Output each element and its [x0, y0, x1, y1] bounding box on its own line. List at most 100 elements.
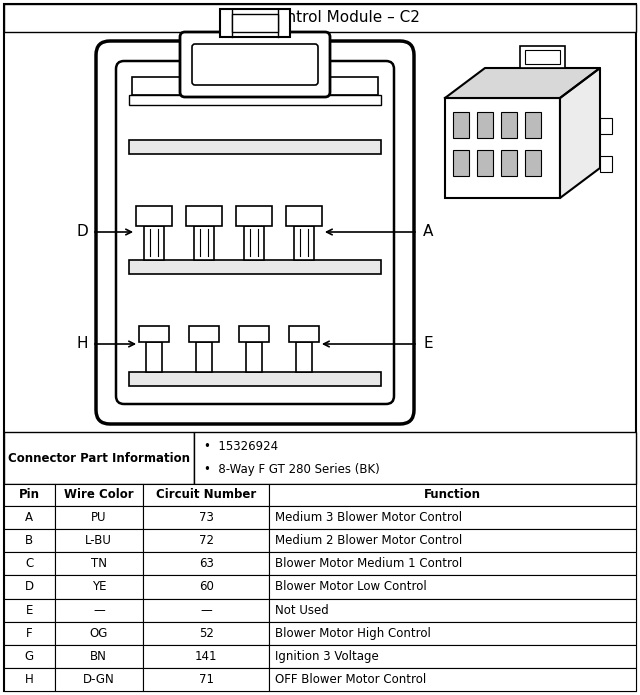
- Bar: [4, 529, 54, 553]
- Bar: [501, 112, 517, 138]
- Text: Pin: Pin: [19, 489, 40, 502]
- Bar: [129, 140, 381, 154]
- Text: Connector Part Information: Connector Part Information: [8, 452, 190, 464]
- Text: 73: 73: [199, 511, 214, 524]
- Text: OFF Blower Motor Control: OFF Blower Motor Control: [275, 673, 427, 686]
- FancyBboxPatch shape: [180, 32, 330, 97]
- Bar: [139, 326, 169, 342]
- Text: Medium 3 Blower Motor Control: Medium 3 Blower Motor Control: [275, 511, 463, 524]
- Text: •  8-Way F GT 280 Series (BK): • 8-Way F GT 280 Series (BK): [204, 462, 380, 475]
- Bar: [54, 484, 143, 506]
- Bar: [246, 342, 262, 372]
- Bar: [600, 156, 612, 172]
- Text: 52: 52: [199, 627, 214, 639]
- Bar: [269, 575, 636, 598]
- Bar: [129, 95, 381, 105]
- Bar: [194, 227, 214, 260]
- FancyBboxPatch shape: [116, 61, 394, 404]
- Bar: [143, 645, 269, 668]
- Bar: [54, 645, 143, 668]
- Bar: [269, 506, 636, 529]
- Bar: [4, 4, 636, 32]
- Text: Ignition 3 Voltage: Ignition 3 Voltage: [275, 650, 379, 663]
- Bar: [129, 260, 381, 274]
- FancyBboxPatch shape: [192, 44, 318, 85]
- Text: •  15326924: • 15326924: [204, 441, 278, 454]
- Bar: [4, 506, 54, 529]
- Bar: [4, 621, 54, 645]
- Text: Blower Motor Medium 1 Control: Blower Motor Medium 1 Control: [275, 557, 463, 571]
- Text: G: G: [25, 650, 34, 663]
- Bar: [143, 553, 269, 575]
- Bar: [4, 484, 54, 506]
- Bar: [296, 342, 312, 372]
- Text: C: C: [25, 557, 33, 571]
- Bar: [146, 342, 163, 372]
- Bar: [525, 112, 541, 138]
- Bar: [269, 645, 636, 668]
- Text: PU: PU: [91, 511, 106, 524]
- Text: 141: 141: [195, 650, 218, 663]
- Bar: [269, 598, 636, 621]
- Text: D: D: [25, 580, 34, 594]
- Text: L-BU: L-BU: [85, 534, 112, 547]
- Bar: [143, 506, 269, 529]
- Bar: [132, 77, 378, 95]
- Bar: [239, 326, 269, 342]
- Bar: [477, 112, 493, 138]
- Text: A: A: [26, 511, 33, 524]
- Bar: [600, 118, 612, 134]
- Bar: [54, 575, 143, 598]
- Text: Blower Motor Low Control: Blower Motor Low Control: [275, 580, 427, 594]
- Bar: [445, 98, 560, 198]
- Bar: [54, 668, 143, 691]
- Bar: [143, 529, 269, 553]
- Bar: [129, 372, 381, 386]
- Bar: [4, 645, 54, 668]
- Bar: [143, 668, 269, 691]
- Bar: [236, 206, 272, 227]
- Bar: [501, 150, 517, 176]
- Bar: [525, 50, 560, 64]
- Text: TN: TN: [91, 557, 107, 571]
- Text: BN: BN: [90, 650, 108, 663]
- Text: Medium 2 Blower Motor Control: Medium 2 Blower Motor Control: [275, 534, 463, 547]
- Text: 60: 60: [199, 580, 214, 594]
- Bar: [186, 206, 222, 227]
- Bar: [453, 150, 469, 176]
- Bar: [269, 553, 636, 575]
- Bar: [286, 206, 322, 227]
- Bar: [269, 668, 636, 691]
- Text: H: H: [25, 673, 34, 686]
- Text: Not Used: Not Used: [275, 603, 329, 616]
- Bar: [54, 506, 143, 529]
- Text: B: B: [25, 534, 33, 547]
- Text: Wire Color: Wire Color: [64, 489, 134, 502]
- Polygon shape: [445, 68, 600, 98]
- Bar: [269, 529, 636, 553]
- Text: 72: 72: [199, 534, 214, 547]
- Bar: [4, 432, 194, 484]
- Bar: [520, 46, 565, 68]
- Bar: [143, 621, 269, 645]
- Bar: [54, 598, 143, 621]
- Bar: [54, 621, 143, 645]
- Text: E: E: [26, 603, 33, 616]
- Text: E: E: [423, 336, 433, 352]
- Bar: [269, 484, 636, 506]
- Text: HVAC Control Module – C2: HVAC Control Module – C2: [220, 10, 420, 26]
- Text: A: A: [423, 224, 433, 240]
- Bar: [54, 553, 143, 575]
- Bar: [4, 668, 54, 691]
- Text: 71: 71: [199, 673, 214, 686]
- Text: H: H: [76, 336, 88, 352]
- Text: OG: OG: [90, 627, 108, 639]
- Text: Blower Motor High Control: Blower Motor High Control: [275, 627, 431, 639]
- Bar: [144, 227, 164, 260]
- Bar: [196, 342, 212, 372]
- Text: Function: Function: [424, 489, 481, 502]
- Bar: [294, 227, 314, 260]
- Bar: [232, 14, 278, 32]
- Text: F: F: [26, 627, 33, 639]
- Bar: [194, 432, 636, 484]
